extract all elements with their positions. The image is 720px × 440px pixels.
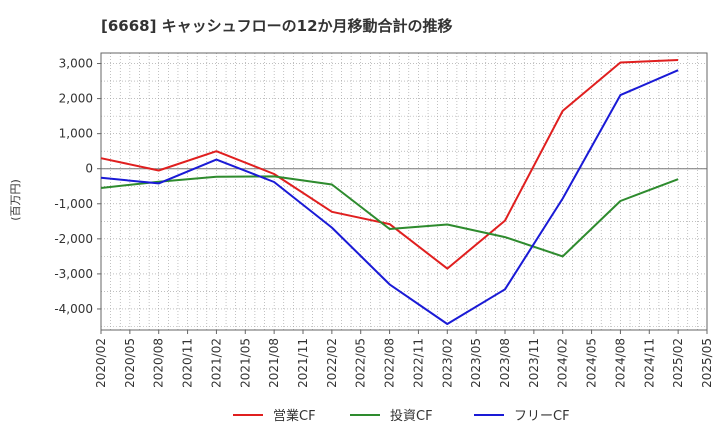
y-tick-label: -3,000 — [54, 267, 93, 281]
x-tick-label: 2020/11 — [181, 338, 195, 388]
y-tick-label: 1,000 — [59, 127, 93, 141]
x-tick-label: 2023/11 — [527, 338, 541, 388]
legend: 営業CF 投資CF フリーCF — [233, 408, 570, 424]
x-tick-label: 2024/08 — [613, 338, 627, 388]
plot-area — [100, 52, 708, 331]
y-tick-label: -2,000 — [54, 232, 93, 246]
y-axis: 3,000 2,000 1,000 0 -1,000 -2,000 -3,000 -4,000 — [54, 57, 101, 316]
x-tick-label: 2021/08 — [267, 338, 281, 388]
y-tick-label: -1,000 — [54, 197, 93, 211]
y-tick-label: 0 — [85, 162, 93, 176]
x-tick-label: 2025/02 — [671, 338, 685, 388]
x-tick-label: 2021/02 — [209, 338, 223, 388]
series-lines — [100, 59, 679, 325]
x-tick-label: 2024/02 — [556, 338, 570, 388]
series-line — [100, 175, 679, 258]
x-tick-label: 2021/05 — [238, 338, 252, 388]
legend-label: 営業CF — [273, 408, 316, 424]
x-tick-label: 2020/02 — [94, 338, 108, 388]
x-tick-label: 2020/05 — [123, 338, 137, 388]
x-tick-label: 2022/11 — [411, 338, 425, 388]
x-axis: 2020/02 2020/05 2020/08 2020/11 2021/02 2021/… — [94, 330, 714, 388]
x-tick-label: 2022/05 — [354, 338, 368, 388]
legend-label: 投資CF — [390, 408, 433, 424]
x-tick-label: 2021/11 — [296, 338, 310, 388]
x-tick-label: 2022/08 — [383, 338, 397, 388]
y-tick-label: 3,000 — [59, 57, 93, 71]
series-line — [100, 59, 679, 270]
x-tick-label: 2024/05 — [585, 338, 599, 388]
x-tick-label: 2023/05 — [469, 338, 483, 388]
y-tick-label: -4,000 — [54, 302, 93, 316]
y-tick-label: 2,000 — [59, 92, 93, 106]
legend-label: フリーCF — [514, 409, 570, 424]
x-tick-label: 2020/08 — [152, 338, 166, 388]
chart-title: [6668] キャッシュフローの12か月移動合計の推移 — [101, 17, 453, 35]
x-tick-label: 2023/08 — [498, 338, 512, 388]
x-tick-label: 2024/11 — [642, 338, 656, 388]
x-tick-label: 2023/02 — [440, 338, 454, 388]
y-axis-label: (百万円) — [9, 179, 22, 221]
x-tick-label: 2025/05 — [700, 338, 714, 388]
grid — [100, 53, 708, 330]
series-line — [100, 69, 679, 325]
x-tick-label: 2022/02 — [325, 338, 339, 388]
